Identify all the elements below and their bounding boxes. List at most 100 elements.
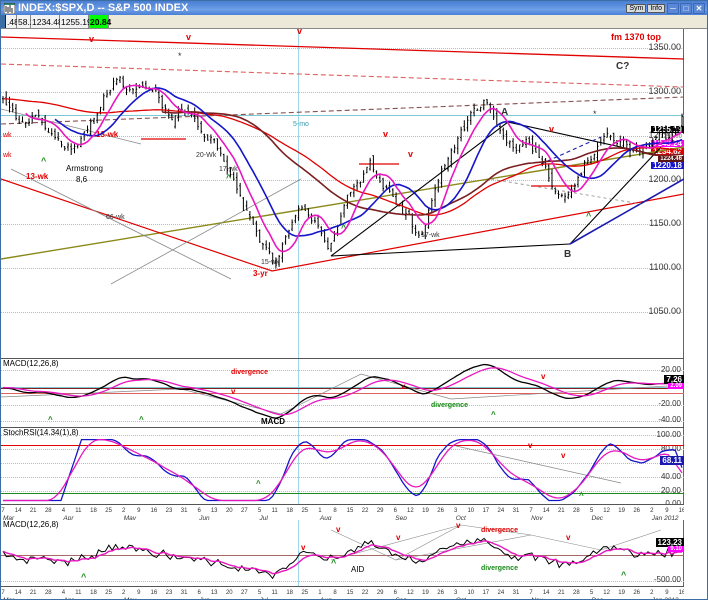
svg-text:24: 24 xyxy=(498,508,505,514)
svg-text:1: 1 xyxy=(318,590,322,596)
svg-text:v: v xyxy=(336,525,341,534)
svg-text:7: 7 xyxy=(529,590,533,596)
svg-text:25: 25 xyxy=(105,590,112,596)
svg-text:18: 18 xyxy=(90,590,97,596)
svg-text:^: ^ xyxy=(81,572,87,582)
svg-text:18: 18 xyxy=(286,590,293,596)
svg-text:4: 4 xyxy=(62,590,66,596)
svg-text:divergence: divergence xyxy=(481,565,518,572)
svg-text:v: v xyxy=(528,441,533,450)
svg-text:21: 21 xyxy=(558,590,565,596)
svg-text:5: 5 xyxy=(258,508,262,514)
svg-text:^: ^ xyxy=(256,479,261,488)
svg-text:8: 8 xyxy=(333,508,337,514)
svg-text:18: 18 xyxy=(90,508,97,514)
svg-text:26: 26 xyxy=(437,508,444,514)
svg-text:17: 17 xyxy=(482,590,489,596)
svg-text:v: v xyxy=(561,451,566,460)
svg-text:10: 10 xyxy=(467,508,474,514)
svg-text:6: 6 xyxy=(198,508,202,514)
svg-text:9: 9 xyxy=(665,590,669,596)
svg-text:4: 4 xyxy=(62,508,66,514)
svg-text:26: 26 xyxy=(633,508,640,514)
svg-text:16: 16 xyxy=(151,508,158,514)
svg-text:15: 15 xyxy=(347,508,354,514)
svg-text:3: 3 xyxy=(454,590,458,596)
svg-text:divergence: divergence xyxy=(481,527,518,534)
svg-text:v: v xyxy=(541,372,546,381)
svg-text:28: 28 xyxy=(573,508,580,514)
svg-text:^: ^ xyxy=(621,570,627,580)
svg-text:9: 9 xyxy=(137,508,141,514)
svg-text:22: 22 xyxy=(362,590,369,596)
svg-text:11: 11 xyxy=(271,508,278,514)
svg-text:v: v xyxy=(231,387,236,396)
svg-text:31: 31 xyxy=(181,508,188,514)
svg-text:28: 28 xyxy=(573,590,580,596)
svg-text:21: 21 xyxy=(30,508,37,514)
svg-text:3: 3 xyxy=(454,508,458,514)
svg-text:23: 23 xyxy=(166,508,173,514)
svg-text:21: 21 xyxy=(30,590,37,596)
svg-text:6: 6 xyxy=(394,590,398,596)
svg-text:12: 12 xyxy=(603,508,610,514)
svg-text:25: 25 xyxy=(105,508,112,514)
svg-text:31: 31 xyxy=(513,508,520,514)
svg-text:^: ^ xyxy=(331,558,337,568)
svg-text:13: 13 xyxy=(211,508,218,514)
svg-text:21: 21 xyxy=(558,508,565,514)
svg-text:24: 24 xyxy=(498,590,505,596)
svg-text:23: 23 xyxy=(166,590,173,596)
svg-text:29: 29 xyxy=(377,590,384,596)
svg-text:2: 2 xyxy=(650,590,654,596)
svg-text:2: 2 xyxy=(122,590,126,596)
svg-text:31: 31 xyxy=(181,590,188,596)
svg-text:12: 12 xyxy=(407,590,414,596)
svg-text:v: v xyxy=(396,533,401,542)
svg-text:19: 19 xyxy=(422,508,429,514)
svg-text:5: 5 xyxy=(590,508,594,514)
svg-text:22: 22 xyxy=(362,508,369,514)
svg-text:25: 25 xyxy=(301,590,308,596)
svg-text:2: 2 xyxy=(650,508,654,514)
svg-text:20: 20 xyxy=(226,508,233,514)
svg-text:1: 1 xyxy=(318,508,322,514)
svg-text:16: 16 xyxy=(151,590,158,596)
svg-text:12: 12 xyxy=(407,508,414,514)
svg-text:^: ^ xyxy=(579,491,584,500)
svg-text:2: 2 xyxy=(122,508,126,514)
svg-text:25: 25 xyxy=(301,508,308,514)
svg-text:11: 11 xyxy=(75,590,82,596)
svg-text:14: 14 xyxy=(15,508,22,514)
svg-text:divergence: divergence xyxy=(431,402,468,409)
svg-text:19: 19 xyxy=(422,590,429,596)
svg-text:7: 7 xyxy=(529,508,533,514)
svg-text:^: ^ xyxy=(491,410,496,419)
svg-text:5: 5 xyxy=(590,590,594,596)
svg-text:v: v xyxy=(301,543,306,552)
svg-text:15: 15 xyxy=(347,590,354,596)
svg-text:divergence: divergence xyxy=(231,369,268,376)
svg-text:12: 12 xyxy=(603,590,610,596)
svg-text:16: 16 xyxy=(679,508,684,514)
svg-text:6: 6 xyxy=(394,508,398,514)
svg-text:20: 20 xyxy=(226,590,233,596)
svg-text:17: 17 xyxy=(482,508,489,514)
svg-text:7: 7 xyxy=(1,508,5,514)
svg-text:9: 9 xyxy=(665,508,669,514)
svg-text:26: 26 xyxy=(437,590,444,596)
svg-text:28: 28 xyxy=(45,508,52,514)
svg-text:v: v xyxy=(456,521,461,530)
svg-text:6: 6 xyxy=(198,590,202,596)
svg-text:^: ^ xyxy=(48,415,53,424)
svg-text:8: 8 xyxy=(333,590,337,596)
svg-text:29: 29 xyxy=(377,508,384,514)
svg-text:31: 31 xyxy=(513,590,520,596)
svg-text:10: 10 xyxy=(467,590,474,596)
svg-text:14: 14 xyxy=(15,590,22,596)
svg-text:v: v xyxy=(566,533,571,542)
svg-text:AID: AID xyxy=(351,565,365,574)
svg-text:19: 19 xyxy=(618,590,625,596)
svg-text:18: 18 xyxy=(286,508,293,514)
svg-text:7: 7 xyxy=(1,590,5,596)
